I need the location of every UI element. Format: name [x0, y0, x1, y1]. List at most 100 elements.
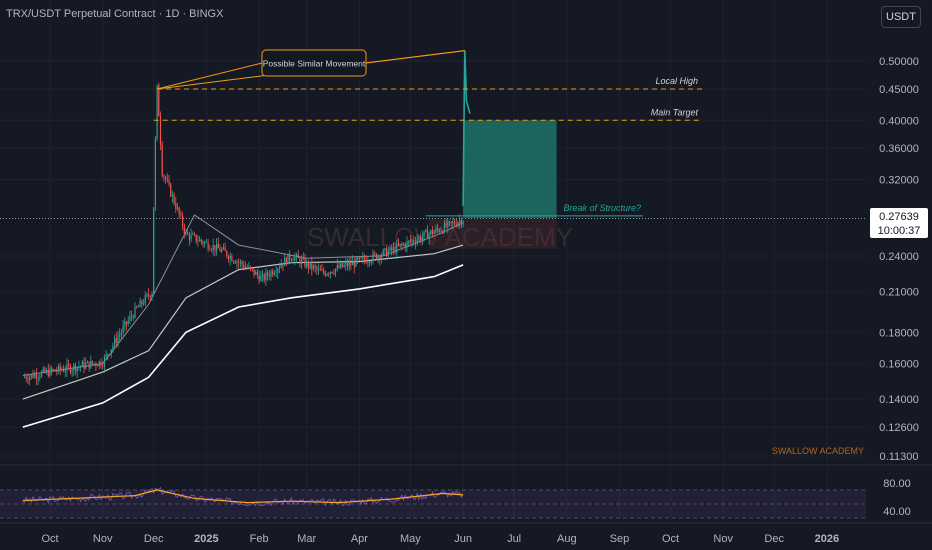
- candle-body: [151, 293, 153, 298]
- candle-body: [59, 365, 61, 370]
- candle-body: [40, 371, 43, 377]
- candle-body: [282, 264, 284, 266]
- candle-body: [78, 366, 80, 368]
- candle-body: [74, 364, 77, 372]
- candle-body: [380, 255, 383, 260]
- candle-body: [161, 144, 163, 176]
- candle-body: [93, 363, 95, 365]
- candle-body: [182, 215, 184, 227]
- candle-body: [56, 371, 58, 372]
- candle-body: [195, 234, 197, 242]
- candle-body: [413, 240, 415, 243]
- ma-long-line: [22, 264, 464, 428]
- price-tick-label: 0.11300: [880, 451, 919, 463]
- candle-body: [403, 244, 405, 245]
- candle-body: [46, 369, 48, 373]
- candle-body: [137, 306, 139, 308]
- candle-body: [316, 267, 318, 270]
- candle-body: [394, 247, 396, 253]
- candle-body: [212, 245, 214, 250]
- candle-body: [153, 207, 155, 294]
- candle-body: [119, 334, 121, 337]
- candle-body: [81, 361, 83, 367]
- candle-body: [236, 261, 238, 264]
- candle-body: [350, 262, 352, 266]
- candle-body: [448, 221, 451, 223]
- candle-body: [455, 224, 457, 226]
- candle-body: [231, 255, 233, 262]
- candle-body: [428, 233, 430, 239]
- candle-body: [430, 230, 432, 234]
- time-tick-label: Sep: [610, 533, 630, 545]
- time-axis[interactable]: Oct Nov Dec 2025 Feb Mar Apr May Jun Jul Aug Sep Oct…: [0, 522, 932, 545]
- candle-body: [362, 257, 364, 259]
- candle-body: [209, 249, 211, 250]
- candle-body: [408, 240, 410, 242]
- time-tick-label: 2025: [194, 533, 218, 545]
- candle-body: [136, 306, 138, 308]
- candle-body: [248, 266, 250, 268]
- candle-body: [197, 241, 199, 243]
- price-axis[interactable]: 0.50000 0.45000 0.40000 0.36000 0.32000 0.240…: [879, 56, 919, 463]
- candle-body: [312, 265, 315, 269]
- candle-body: [462, 221, 464, 225]
- candle-body: [175, 203, 177, 209]
- currency-button[interactable]: USDT: [881, 6, 921, 28]
- candle-body: [149, 295, 151, 298]
- candle-body: [280, 264, 282, 268]
- candle-body: [170, 183, 172, 197]
- candle-body: [57, 365, 60, 372]
- time-tick-label: Mar: [297, 533, 316, 545]
- candle-body: [375, 253, 377, 260]
- candle-body: [107, 354, 109, 355]
- symbol-header[interactable]: TRX/USDT Perpetual Contract · 1D · BINGX: [6, 8, 224, 20]
- candle-body: [132, 316, 134, 318]
- time-tick-label: Aug: [557, 533, 577, 545]
- price-axis-panel[interactable]: [866, 0, 932, 550]
- candle-body: [431, 230, 434, 234]
- candle-body: [370, 260, 372, 263]
- candle-body: [346, 263, 349, 267]
- candle-body: [414, 242, 417, 244]
- candle-body: [98, 361, 100, 367]
- candle-body: [411, 240, 413, 242]
- rsi-pane[interactable]: 80.00 40.00: [0, 464, 932, 519]
- candle-body: [222, 247, 224, 250]
- candle-body: [258, 275, 260, 282]
- projection-candles: [462, 50, 471, 206]
- candle-body: [421, 236, 423, 241]
- candle-body: [319, 268, 321, 271]
- candle-body: [372, 253, 374, 261]
- candle-body: [226, 251, 228, 257]
- candle-body: [457, 222, 459, 226]
- candle-body: [42, 368, 44, 372]
- candle-body: [34, 374, 36, 378]
- candle-body: [134, 306, 136, 318]
- price-tick-label: 0.12600: [879, 422, 919, 434]
- candle-body: [338, 265, 340, 268]
- candle-body: [129, 316, 131, 321]
- candle-body: [445, 223, 447, 227]
- candle-body: [141, 300, 143, 305]
- candle-body: [200, 239, 202, 242]
- candle-body: [73, 364, 75, 370]
- candle-body: [68, 363, 70, 366]
- candle-body: [270, 271, 272, 277]
- candle-body: [83, 361, 85, 369]
- candle-body: [255, 271, 257, 275]
- candle-body: [125, 321, 128, 325]
- candle-body: [340, 263, 342, 268]
- candle-body: [425, 230, 427, 232]
- candle-body: [357, 258, 359, 260]
- candle-body: [90, 360, 92, 369]
- candle-body: [251, 268, 253, 270]
- candle-body: [355, 258, 357, 267]
- candle-body: [301, 259, 303, 265]
- candle-body: [54, 369, 56, 372]
- candle-body: [243, 264, 245, 268]
- candle-body: [217, 243, 219, 249]
- candle-body: [219, 248, 221, 252]
- candle-body: [180, 214, 182, 216]
- candle-body: [391, 247, 393, 251]
